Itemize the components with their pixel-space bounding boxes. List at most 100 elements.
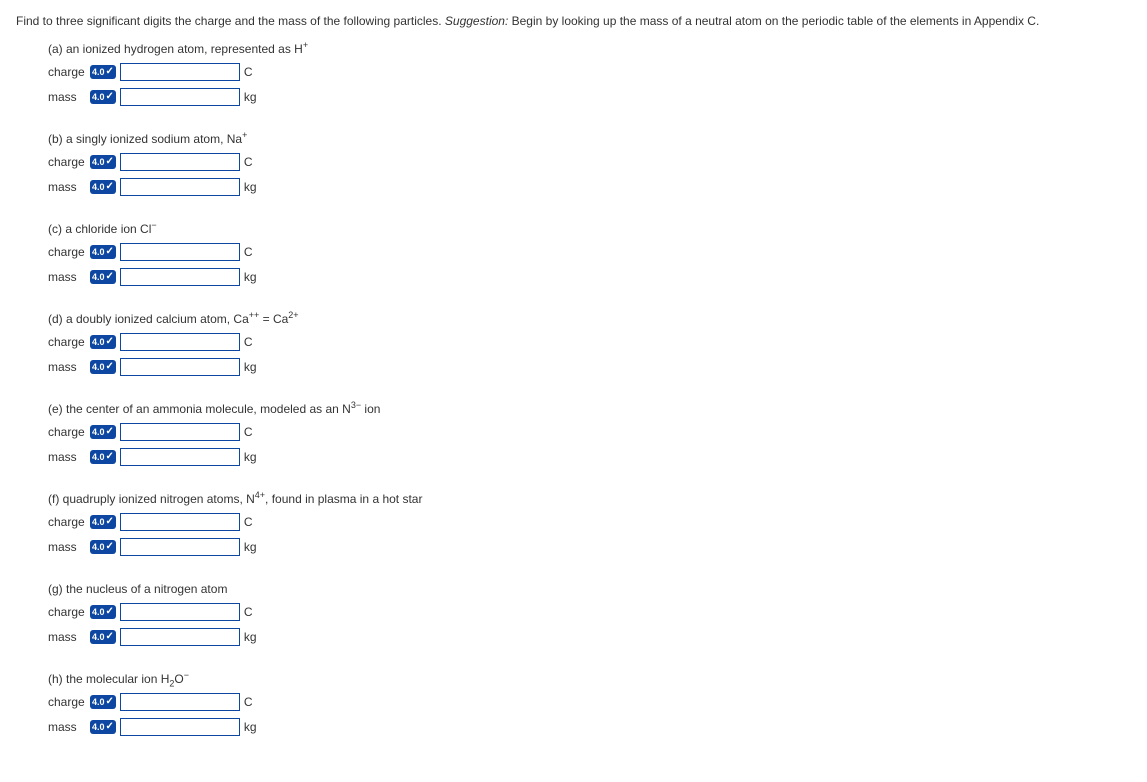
unit-c: C xyxy=(244,513,253,531)
charge-label: charge xyxy=(48,333,90,351)
part-c-prompt: (c) a chloride ion Cl− xyxy=(48,220,1131,238)
part-d-mass-row: mass 4.0✓ kg xyxy=(48,356,1131,378)
question-text: Find to three significant digits the cha… xyxy=(16,12,1131,30)
part-e-mass-row: mass 4.0✓ kg xyxy=(48,446,1131,468)
part-d-mass-input[interactable] xyxy=(120,358,240,376)
points-badge: 4.0✓ xyxy=(90,65,116,79)
charge-label: charge xyxy=(48,603,90,621)
parts-container: (a) an ionized hydrogen atom, represente… xyxy=(48,40,1131,738)
unit-c: C xyxy=(244,243,253,261)
part-f-prompt: (f) quadruply ionized nitrogen atoms, N4… xyxy=(48,490,1131,508)
check-icon: ✓ xyxy=(106,517,114,527)
mass-label: mass xyxy=(48,88,90,106)
part-a-mass-input[interactable] xyxy=(120,88,240,106)
part-g-mass-input[interactable] xyxy=(120,628,240,646)
question-text-post: Begin by looking up the mass of a neutra… xyxy=(508,14,1039,28)
check-icon: ✓ xyxy=(106,272,114,282)
charge-label: charge xyxy=(48,63,90,81)
charge-label: charge xyxy=(48,423,90,441)
mass-label: mass xyxy=(48,538,90,556)
check-icon: ✓ xyxy=(106,67,114,77)
check-icon: ✓ xyxy=(106,362,114,372)
suggestion-label: Suggestion: xyxy=(445,14,508,28)
part-h-mass-input[interactable] xyxy=(120,718,240,736)
part-f-charge-input[interactable] xyxy=(120,513,240,531)
charge-label: charge xyxy=(48,153,90,171)
part-d: (d) a doubly ionized calcium atom, Ca++ … xyxy=(48,310,1131,378)
part-b-charge-input[interactable] xyxy=(120,153,240,171)
part-b-prompt: (b) a singly ionized sodium atom, Na+ xyxy=(48,130,1131,148)
points-badge: 4.0✓ xyxy=(90,630,116,644)
unit-c: C xyxy=(244,63,253,81)
check-icon: ✓ xyxy=(106,157,114,167)
check-icon: ✓ xyxy=(106,722,114,732)
part-e: (e) the center of an ammonia molecule, m… xyxy=(48,400,1131,468)
mass-label: mass xyxy=(48,358,90,376)
points-badge: 4.0✓ xyxy=(90,540,116,554)
unit-c: C xyxy=(244,693,253,711)
part-e-charge-input[interactable] xyxy=(120,423,240,441)
part-b-mass-row: mass 4.0✓ kg xyxy=(48,176,1131,198)
question-text-pre: Find to three significant digits the cha… xyxy=(16,14,445,28)
part-f: (f) quadruply ionized nitrogen atoms, N4… xyxy=(48,490,1131,558)
charge-label: charge xyxy=(48,513,90,531)
mass-label: mass xyxy=(48,718,90,736)
part-a-mass-row: mass 4.0✓ kg xyxy=(48,86,1131,108)
points-badge: 4.0✓ xyxy=(90,605,116,619)
part-a-charge-input[interactable] xyxy=(120,63,240,81)
points-badge: 4.0✓ xyxy=(90,515,116,529)
part-b-charge-row: charge 4.0✓ C xyxy=(48,151,1131,173)
part-b-mass-input[interactable] xyxy=(120,178,240,196)
part-c-charge-row: charge 4.0✓ C xyxy=(48,241,1131,263)
part-g-charge-input[interactable] xyxy=(120,603,240,621)
points-badge: 4.0✓ xyxy=(90,180,116,194)
check-icon: ✓ xyxy=(106,542,114,552)
part-h-charge-input[interactable] xyxy=(120,693,240,711)
part-b: (b) a singly ionized sodium atom, Na+ ch… xyxy=(48,130,1131,198)
part-d-charge-input[interactable] xyxy=(120,333,240,351)
part-h-prompt: (h) the molecular ion H2O− xyxy=(48,670,1131,688)
points-badge: 4.0✓ xyxy=(90,695,116,709)
part-e-prompt: (e) the center of an ammonia molecule, m… xyxy=(48,400,1131,418)
part-a-prompt: (a) an ionized hydrogen atom, represente… xyxy=(48,40,1131,58)
charge-label: charge xyxy=(48,693,90,711)
mass-label: mass xyxy=(48,268,90,286)
points-badge: 4.0✓ xyxy=(90,270,116,284)
part-c-mass-input[interactable] xyxy=(120,268,240,286)
check-icon: ✓ xyxy=(106,427,114,437)
part-e-mass-input[interactable] xyxy=(120,448,240,466)
points-badge: 4.0✓ xyxy=(90,450,116,464)
unit-c: C xyxy=(244,153,253,171)
mass-label: mass xyxy=(48,448,90,466)
part-d-prompt: (d) a doubly ionized calcium atom, Ca++ … xyxy=(48,310,1131,328)
unit-c: C xyxy=(244,603,253,621)
part-h-charge-row: charge 4.0✓ C xyxy=(48,691,1131,713)
part-d-charge-row: charge 4.0✓ C xyxy=(48,331,1131,353)
points-badge: 4.0✓ xyxy=(90,425,116,439)
unit-kg: kg xyxy=(244,718,257,736)
part-e-charge-row: charge 4.0✓ C xyxy=(48,421,1131,443)
charge-label: charge xyxy=(48,243,90,261)
part-c-charge-input[interactable] xyxy=(120,243,240,261)
points-badge: 4.0✓ xyxy=(90,335,116,349)
unit-kg: kg xyxy=(244,268,257,286)
points-badge: 4.0✓ xyxy=(90,155,116,169)
unit-c: C xyxy=(244,333,253,351)
unit-kg: kg xyxy=(244,538,257,556)
unit-kg: kg xyxy=(244,358,257,376)
check-icon: ✓ xyxy=(106,182,114,192)
unit-kg: kg xyxy=(244,88,257,106)
unit-kg: kg xyxy=(244,628,257,646)
mass-label: mass xyxy=(48,628,90,646)
part-h: (h) the molecular ion H2O− charge 4.0✓ C… xyxy=(48,670,1131,738)
check-icon: ✓ xyxy=(106,247,114,257)
unit-kg: kg xyxy=(244,178,257,196)
mass-label: mass xyxy=(48,178,90,196)
unit-kg: kg xyxy=(244,448,257,466)
part-c: (c) a chloride ion Cl− charge 4.0✓ C mas… xyxy=(48,220,1131,288)
check-icon: ✓ xyxy=(106,92,114,102)
part-f-mass-input[interactable] xyxy=(120,538,240,556)
points-badge: 4.0✓ xyxy=(90,90,116,104)
points-badge: 4.0✓ xyxy=(90,245,116,259)
part-a-charge-row: charge 4.0✓ C xyxy=(48,61,1131,83)
